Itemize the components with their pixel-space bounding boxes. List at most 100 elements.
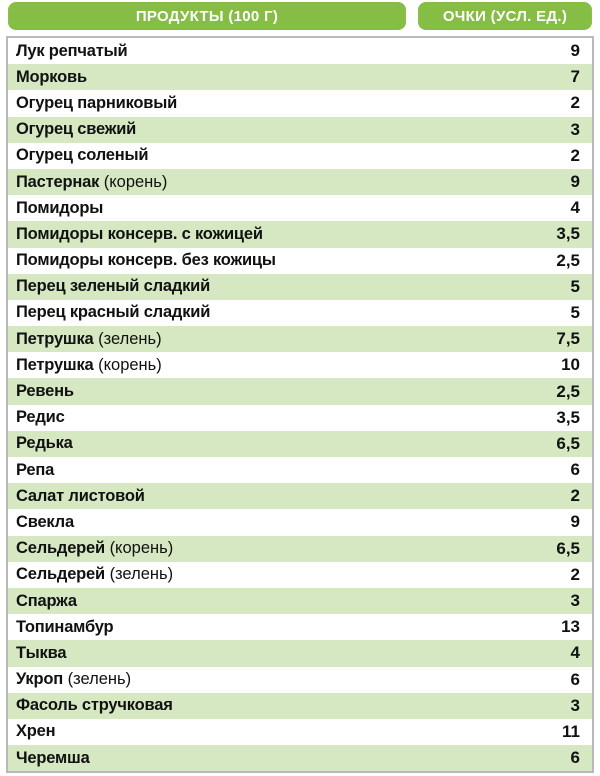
product-cell: Перец красный сладкий <box>16 303 210 322</box>
product-name: Ревень <box>16 382 74 401</box>
product-cell: Хрен <box>16 722 56 741</box>
table-row: Топинамбур 13 <box>8 614 592 640</box>
table-row: Сельдерей (корень) 6,5 <box>8 535 592 562</box>
points-value: 6 <box>570 748 580 768</box>
table-row: Помидоры консерв. без кожицы 2,5 <box>8 248 592 274</box>
product-name: Черемша <box>16 748 90 767</box>
product-cell: Петрушка (зелень) <box>16 330 162 349</box>
points-value: 3 <box>570 119 580 139</box>
product-name: Помидоры <box>16 198 104 217</box>
table-row: Петрушка (корень) 10 <box>8 352 592 378</box>
product-cell: Салат листовой <box>16 487 145 506</box>
product-name: Огурец парниковый <box>16 93 178 112</box>
product-name: Огурец соленый <box>16 146 149 165</box>
points-value: 3 <box>570 591 580 611</box>
points-value: 11 <box>562 721 580 741</box>
table-row: Огурец соленый 2 <box>8 143 592 169</box>
points-value: 9 <box>570 512 580 532</box>
points-value: 6 <box>570 460 580 480</box>
product-cell: Сельдерей (корень) <box>16 539 173 558</box>
product-cell: Редька <box>16 434 73 453</box>
points-value: 2,5 <box>556 381 580 401</box>
table-row: Тыква 4 <box>8 640 592 667</box>
points-value: 4 <box>570 198 580 218</box>
product-note: (корень) <box>103 172 168 191</box>
table-row: Перец зеленый сладкий 5 <box>8 273 592 300</box>
product-name: Тыква <box>16 643 67 662</box>
table-row: Репа 6 <box>8 457 592 483</box>
product-note: (зелень) <box>109 565 174 584</box>
points-value: 13 <box>561 617 580 637</box>
product-name: Спаржа <box>16 591 77 610</box>
table-row: Спаржа 3 <box>8 587 592 615</box>
points-value: 6,5 <box>556 433 580 453</box>
product-name: Редька <box>16 434 73 453</box>
table-row: Редис 3,5 <box>8 405 592 431</box>
product-name: Топинамбур <box>16 617 114 636</box>
product-name: Перец зеленый сладкий <box>16 277 211 296</box>
points-value: 3,5 <box>556 224 580 244</box>
product-cell: Помидоры консерв. без кожицы <box>16 251 276 270</box>
product-note: (корень) <box>98 355 162 374</box>
product-name: Помидоры консерв. без кожицы <box>16 251 276 270</box>
product-note: (зелень) <box>67 670 132 689</box>
product-name: Фасоль стручковая <box>16 696 173 715</box>
points-value: 9 <box>570 41 580 61</box>
points-value: 6 <box>570 669 580 689</box>
table-row: Огурец свежий 3 <box>8 116 592 143</box>
points-value: 3,5 <box>556 407 580 427</box>
product-name: Сельдерей <box>16 539 105 558</box>
product-name: Сельдерей <box>16 565 105 584</box>
points-value: 2 <box>570 93 580 113</box>
points-value: 2,5 <box>556 250 580 270</box>
points-value: 7 <box>570 67 580 87</box>
table-row: Морковь 7 <box>8 64 592 91</box>
product-cell: Огурец парниковый <box>16 94 177 113</box>
points-value: 10 <box>561 355 580 375</box>
product-name: Помидоры консерв. с кожицей <box>16 224 263 243</box>
product-name: Петрушка <box>16 329 94 348</box>
product-cell: Свекла <box>16 513 74 532</box>
table-row: Укроп (зелень) 6 <box>8 667 592 693</box>
points-value: 5 <box>570 276 580 296</box>
product-cell: Спаржа <box>16 592 77 611</box>
table-row: Петрушка (зелень) 7,5 <box>8 326 592 353</box>
product-cell: Лук репчатый <box>16 42 128 61</box>
product-name: Свекла <box>16 512 74 531</box>
points-value: 5 <box>570 302 580 322</box>
product-cell: Укроп (зелень) <box>16 670 131 689</box>
product-cell: Тыква <box>16 643 67 663</box>
product-cell: Ревень <box>16 382 74 401</box>
product-cell: Морковь <box>16 68 87 87</box>
product-cell: Сельдерей (зелень) <box>16 565 173 584</box>
table-row: Лук репчатый 9 <box>8 38 592 64</box>
table-row: Фасоль стручковая 3 <box>8 692 592 719</box>
product-name: Репа <box>16 460 55 479</box>
product-name: Перец красный сладкий <box>16 303 211 322</box>
product-name: Петрушка <box>16 355 94 374</box>
table-row: Редька 6,5 <box>8 430 592 457</box>
table-row: Ревень 2,5 <box>8 378 592 405</box>
header-product: ПРОДУКТЫ (100 Г) <box>8 2 406 30</box>
product-cell: Петрушка (корень) <box>16 356 162 375</box>
product-name: Морковь <box>16 67 87 86</box>
product-name: Хрен <box>16 722 56 741</box>
product-name: Редис <box>16 408 65 427</box>
product-cell: Фасоль стручковая <box>16 696 173 715</box>
table-row: Черемша 6 <box>8 745 592 772</box>
table-row: Перец красный сладкий 5 <box>8 300 592 326</box>
table-row: Помидоры 4 <box>8 195 592 221</box>
header-points: ОЧКИ (УСЛ. ЕД.) <box>418 2 592 30</box>
product-cell: Огурец свежий <box>16 120 136 139</box>
product-cell: Редис <box>16 408 65 427</box>
product-cell: Пастернак (корень) <box>16 173 167 192</box>
product-cell: Огурец соленый <box>16 146 149 165</box>
table-row: Огурец парниковый 2 <box>8 90 592 116</box>
product-cell: Черемша <box>16 749 90 768</box>
points-value: 6,5 <box>556 538 580 558</box>
product-note: (зелень) <box>98 329 162 348</box>
points-value: 2 <box>570 486 580 506</box>
table-row: Сельдерей (зелень) 2 <box>8 562 592 588</box>
product-name: Пастернак <box>16 172 100 191</box>
points-value: 2 <box>570 564 580 584</box>
